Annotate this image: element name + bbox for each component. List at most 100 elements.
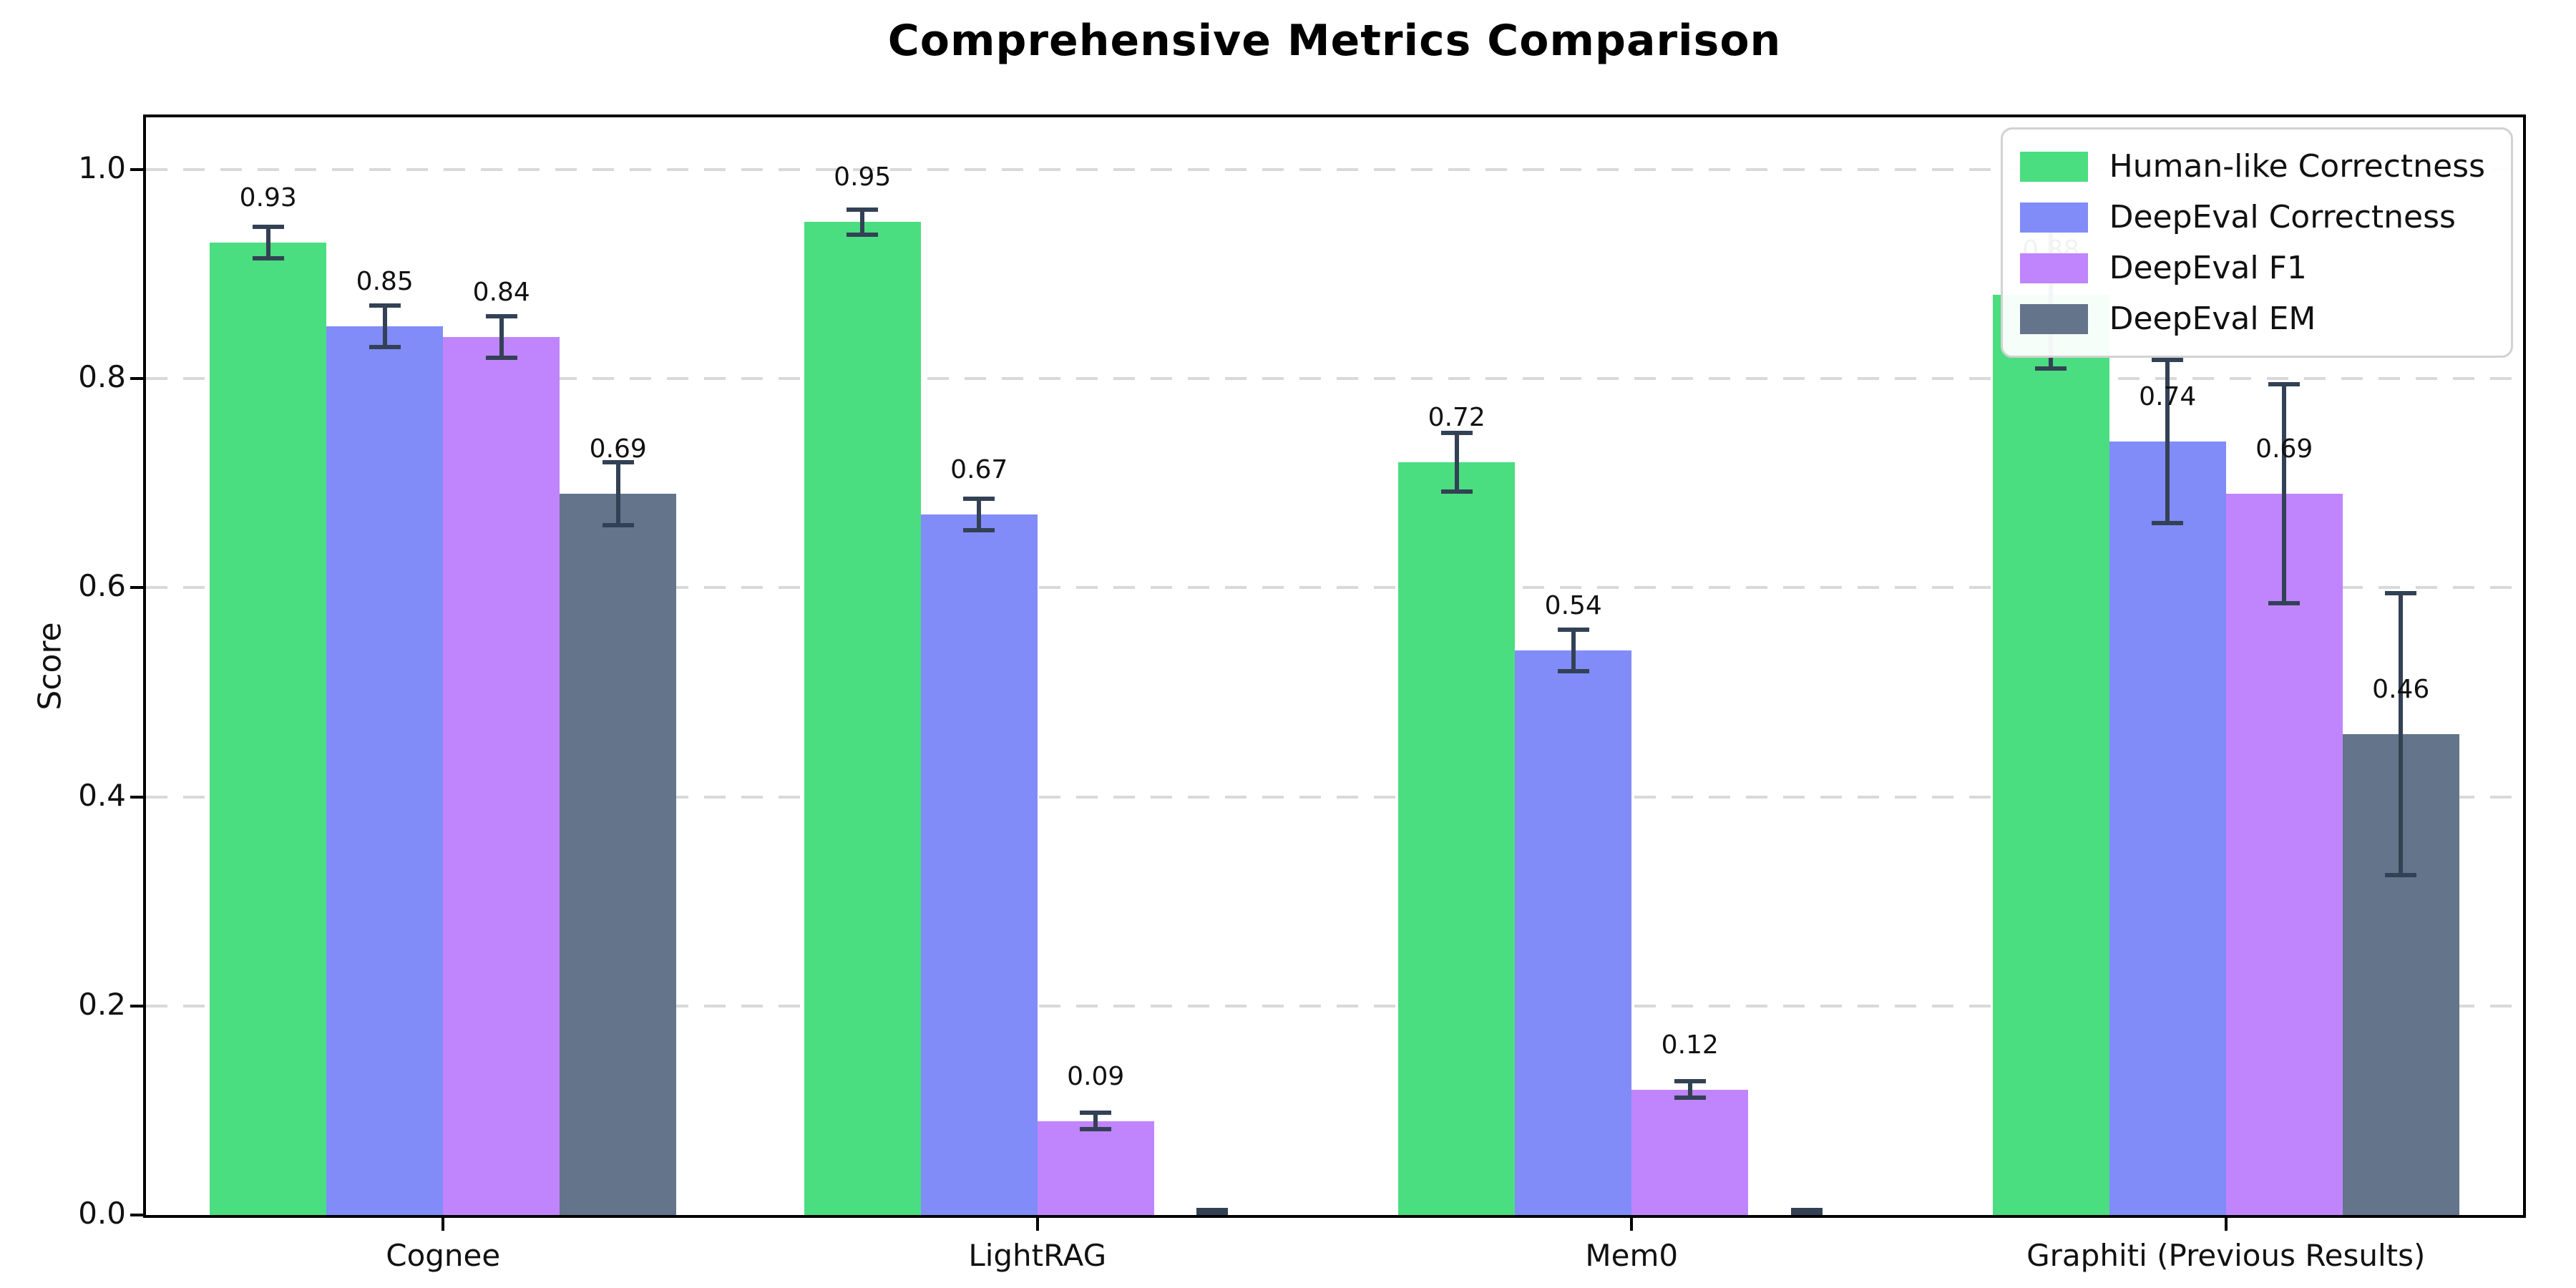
error-bar-cap bbox=[2035, 366, 2067, 371]
legend-item: DeepEval Correctness bbox=[2019, 199, 2485, 235]
error-bar-cap bbox=[1790, 1207, 1823, 1212]
error-bar-cap bbox=[252, 256, 284, 261]
y-tick-label: 0.4 bbox=[78, 777, 126, 813]
legend-item: DeepEval EM bbox=[2019, 301, 2485, 337]
y-tick-mark bbox=[130, 377, 143, 381]
bar bbox=[2109, 441, 2226, 1215]
error-bar-cap bbox=[2385, 873, 2417, 878]
bar-value-label: 0.09 bbox=[1067, 1061, 1125, 1091]
y-tick-mark bbox=[130, 168, 143, 172]
error-bar bbox=[265, 227, 270, 259]
legend-label: DeepEval EM bbox=[2109, 301, 2316, 337]
bar-value-label: 0.93 bbox=[239, 183, 297, 213]
error-bar-cap bbox=[847, 207, 879, 212]
error-bar-cap bbox=[369, 303, 401, 308]
error-bar-cap bbox=[1440, 489, 1473, 494]
error-bar-cap bbox=[1196, 1211, 1229, 1215]
error-bar-cap bbox=[847, 232, 879, 237]
y-tick-label: 0.2 bbox=[78, 986, 126, 1022]
error-bar-cap bbox=[963, 497, 995, 502]
error-bar-cap bbox=[1790, 1211, 1823, 1215]
error-bar-cap bbox=[2152, 357, 2184, 362]
error-bar-cap bbox=[2268, 601, 2301, 606]
x-tick-label: Graphiti (Previous Results) bbox=[2026, 1238, 2426, 1273]
bar bbox=[1398, 462, 1516, 1215]
error-bar bbox=[977, 499, 982, 531]
bar bbox=[443, 336, 560, 1215]
y-tick-mark bbox=[130, 586, 143, 590]
x-tick-label: Mem0 bbox=[1585, 1238, 1679, 1273]
error-bar bbox=[2282, 384, 2287, 604]
bar-value-label: 0.74 bbox=[2139, 381, 2197, 411]
x-tick-mark bbox=[1035, 1218, 1039, 1231]
error-bar-cap bbox=[1674, 1079, 1706, 1083]
y-axis-label: Score bbox=[31, 622, 69, 711]
bar bbox=[804, 222, 921, 1215]
bar bbox=[210, 243, 327, 1215]
error-bar bbox=[2399, 592, 2404, 876]
error-bar-cap bbox=[369, 345, 401, 350]
bar-value-label: 0.69 bbox=[2255, 434, 2313, 464]
legend-label: Human-like Correctness bbox=[2109, 148, 2485, 185]
error-bar-cap bbox=[1440, 431, 1473, 436]
bar-value-label: 0.54 bbox=[1544, 591, 1602, 621]
legend-swatch bbox=[2019, 151, 2088, 182]
error-bar bbox=[499, 316, 504, 358]
legend: Human-like Correctness DeepEval Correctne… bbox=[2000, 127, 2513, 358]
error-bar bbox=[1454, 433, 1459, 492]
x-tick-mark bbox=[2224, 1218, 2228, 1231]
bar bbox=[1037, 1121, 1154, 1215]
error-bar bbox=[2165, 359, 2170, 523]
error-bar-cap bbox=[2152, 520, 2184, 525]
error-bar-cap bbox=[485, 356, 517, 361]
x-tick-mark bbox=[1630, 1218, 1634, 1231]
bar bbox=[920, 514, 1038, 1215]
bar bbox=[326, 326, 444, 1215]
bar-value-label: 0.12 bbox=[1661, 1030, 1719, 1060]
y-tick-label: 0.8 bbox=[78, 359, 126, 395]
error-bar-cap bbox=[1196, 1207, 1229, 1212]
bar bbox=[2225, 493, 2343, 1215]
bar-value-label: 0.84 bbox=[472, 277, 530, 307]
error-bar-cap bbox=[1080, 1127, 1112, 1132]
error-bar bbox=[1687, 1081, 1692, 1098]
bar bbox=[560, 493, 677, 1215]
error-bar-cap bbox=[2268, 381, 2301, 386]
error-bar-cap bbox=[1557, 669, 1589, 674]
x-tick-mark bbox=[441, 1218, 445, 1231]
y-tick-mark bbox=[130, 1214, 143, 1216]
chart-title: Comprehensive Metrics Comparison bbox=[887, 16, 1782, 66]
bar-value-label: 0.46 bbox=[2372, 674, 2430, 704]
bar bbox=[1631, 1089, 1749, 1215]
error-bar-cap bbox=[1080, 1110, 1112, 1115]
x-tick-label: Cognee bbox=[386, 1238, 501, 1273]
legend-item: DeepEval F1 bbox=[2019, 250, 2485, 286]
bar-value-label: 0.69 bbox=[589, 434, 647, 464]
error-bar-cap bbox=[1557, 627, 1589, 632]
error-bar-cap bbox=[963, 528, 995, 533]
legend-item: Human-like Correctness bbox=[2019, 148, 2485, 185]
legend-swatch bbox=[2019, 202, 2088, 233]
error-bar-cap bbox=[1674, 1096, 1706, 1101]
bar-value-label: 0.72 bbox=[1428, 403, 1485, 433]
legend-swatch bbox=[2019, 303, 2088, 334]
error-bar bbox=[615, 462, 620, 525]
error-bar-cap bbox=[602, 522, 634, 527]
error-bar-cap bbox=[252, 225, 284, 230]
legend-label: DeepEval F1 bbox=[2109, 250, 2307, 286]
plot-area: Human-like Correctness DeepEval Correctne… bbox=[143, 114, 2526, 1218]
error-bar-cap bbox=[2385, 590, 2417, 595]
legend-swatch bbox=[2019, 253, 2088, 283]
bar-value-label: 0.95 bbox=[834, 162, 892, 192]
y-tick-mark bbox=[130, 795, 143, 799]
error-bar-cap bbox=[485, 313, 517, 318]
error-bar bbox=[860, 209, 865, 235]
y-tick-label: 0.6 bbox=[78, 568, 126, 604]
y-tick-mark bbox=[130, 1004, 143, 1008]
bar-value-label: 0.85 bbox=[356, 267, 414, 297]
error-bar-cap bbox=[602, 460, 634, 465]
bar bbox=[1992, 295, 2109, 1215]
error-bar bbox=[1093, 1112, 1098, 1130]
x-tick-label: LightRAG bbox=[968, 1238, 1107, 1273]
